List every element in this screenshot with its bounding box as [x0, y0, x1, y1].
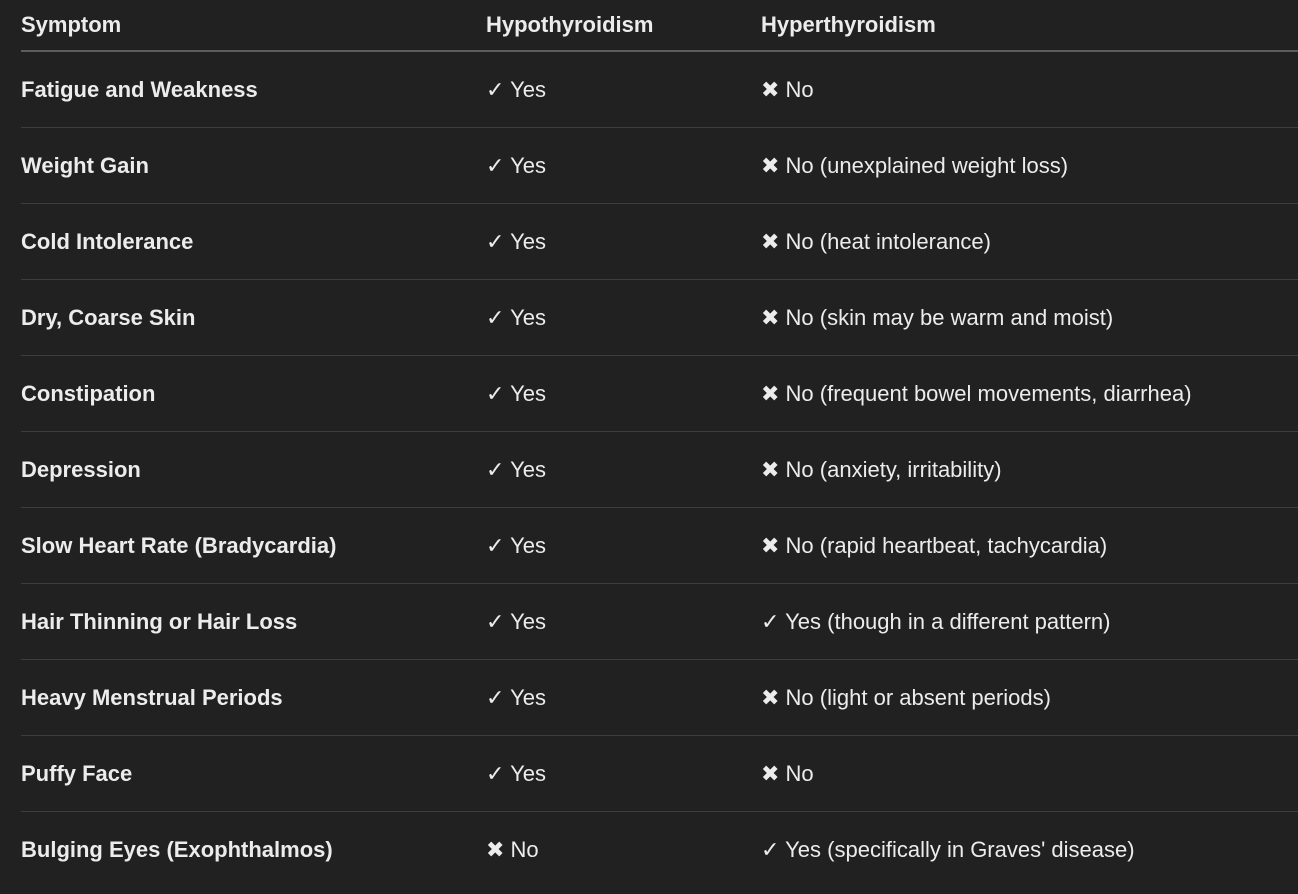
hyperthyroidism-cell: ✖ No (skin may be warm and moist): [761, 279, 1298, 356]
hyperthyroidism-cell: ✖ No (heat intolerance): [761, 203, 1298, 280]
symptom-cell: Fatigue and Weakness: [21, 51, 486, 128]
hypothyroidism-cell: ✓ Yes: [486, 127, 761, 204]
hypothyroidism-cell: ✓ Yes: [486, 355, 761, 432]
symptom-cell: Constipation: [21, 355, 486, 432]
table-row: Bulging Eyes (Exophthalmos) ✖ No ✓ Yes (sp…: [21, 812, 1298, 888]
hypothyroidism-cell: ✓ Yes: [486, 583, 761, 660]
table-row: Heavy Menstrual Periods ✓ Yes ✖ No (light …: [21, 659, 1298, 736]
symptom-cell: Heavy Menstrual Periods: [21, 659, 486, 736]
hypothyroidism-cell: ✓ Yes: [486, 735, 761, 812]
symptom-cell: Weight Gain: [21, 127, 486, 204]
hyperthyroidism-cell: ✓ Yes (specifically in Graves' disease): [761, 836, 1135, 862]
hyperthyroidism-cell: ✖ No: [761, 735, 1298, 812]
symptom-cell: Puffy Face: [21, 735, 486, 812]
hyperthyroidism-cell: ✓ Yes (though in a different pattern): [761, 583, 1298, 660]
table-row: Depression ✓ Yes ✖ No (anxiety, irritabili…: [21, 431, 1298, 508]
hypothyroidism-cell: ✓ Yes: [486, 279, 761, 356]
table-row: Dry, Coarse Skin ✓ Yes ✖ No (skin may be w…: [21, 279, 1298, 356]
hypothyroidism-cell: ✓ Yes: [486, 659, 761, 736]
symptom-comparison-table: Symptom Hypothyroidism Hyperthyroidism F…: [21, 0, 1298, 887]
table-row: Slow Heart Rate (Bradycardia) ✓ Yes ✖ No (…: [21, 507, 1298, 584]
symptom-cell: Hair Thinning or Hair Loss: [21, 583, 486, 660]
symptom-cell: Bulging Eyes (Exophthalmos): [21, 836, 333, 862]
hyperthyroidism-cell: ✖ No (frequent bowel movements, diarrhea…: [761, 355, 1298, 432]
hypothyroidism-cell: ✓ Yes: [486, 203, 761, 280]
symptom-cell: Dry, Coarse Skin: [21, 279, 486, 356]
table-header-row: Symptom Hypothyroidism Hyperthyroidism: [21, 0, 1298, 52]
symptom-cell: Cold Intolerance: [21, 203, 486, 280]
table-row: Cold Intolerance ✓ Yes ✖ No (heat intolera…: [21, 203, 1298, 280]
hypothyroidism-cell: ✓ Yes: [486, 507, 761, 584]
table-row: Constipation ✓ Yes ✖ No (frequent bowel mo…: [21, 355, 1298, 432]
table-body: Fatigue and Weakness ✓ Yes ✖ No Weight Gain…: [21, 51, 1298, 887]
hyperthyroidism-cell: ✖ No (rapid heartbeat, tachycardia): [761, 507, 1298, 584]
header-hyperthyroidism: Hyperthyroidism: [761, 0, 1298, 52]
table-row: Hair Thinning or Hair Loss ✓ Yes ✓ Yes (th…: [21, 583, 1298, 660]
hyperthyroidism-cell: ✖ No (anxiety, irritability): [761, 431, 1298, 508]
symptom-cell: Depression: [21, 431, 486, 508]
hypothyroidism-cell: ✓ Yes: [486, 51, 761, 128]
table-row: Puffy Face ✓ Yes ✖ No: [21, 735, 1298, 812]
hyperthyroidism-cell: ✖ No (light or absent periods): [761, 659, 1298, 736]
hyperthyroidism-cell: ✖ No: [761, 51, 1298, 128]
header-symptom: Symptom: [21, 0, 486, 52]
hypothyroidism-cell: ✓ Yes: [486, 431, 761, 508]
table-row: Weight Gain ✓ Yes ✖ No (unexplained weight…: [21, 127, 1298, 204]
hyperthyroidism-cell: ✖ No (unexplained weight loss): [761, 127, 1298, 204]
header-hypothyroidism: Hypothyroidism: [486, 0, 761, 52]
symptom-cell: Slow Heart Rate (Bradycardia): [21, 507, 486, 584]
table-row: Fatigue and Weakness ✓ Yes ✖ No: [21, 51, 1298, 128]
hypothyroidism-cell: ✖ No: [486, 836, 539, 862]
